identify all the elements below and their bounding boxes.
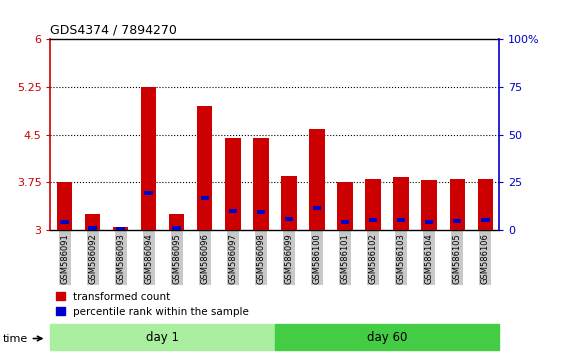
Bar [141, 87, 157, 230]
Bar [275, 324, 499, 350]
Bar [57, 182, 72, 230]
Bar [197, 106, 213, 230]
Bar [256, 210, 265, 214]
Bar [477, 179, 493, 230]
Bar [172, 226, 181, 230]
Bar [284, 217, 293, 221]
Bar [116, 227, 125, 232]
Bar [253, 138, 269, 230]
Bar [393, 177, 409, 230]
Bar [453, 219, 462, 223]
Bar [225, 138, 241, 230]
Bar [421, 181, 437, 230]
Bar [60, 220, 69, 224]
Bar [50, 324, 275, 350]
Bar [228, 209, 237, 213]
Bar [481, 218, 490, 222]
Bar [397, 218, 406, 222]
Bar [369, 218, 378, 222]
Bar [144, 191, 153, 195]
Bar [449, 179, 465, 230]
Legend: transformed count, percentile rank within the sample: transformed count, percentile rank withi… [56, 292, 249, 317]
Bar [425, 219, 434, 224]
Bar [88, 226, 97, 230]
Bar [85, 214, 100, 230]
Text: day 60: day 60 [367, 331, 407, 344]
Text: day 1: day 1 [146, 331, 179, 344]
Bar [169, 214, 185, 230]
Bar [200, 196, 209, 200]
Text: time: time [2, 333, 42, 343]
Bar [337, 182, 353, 230]
Bar [309, 130, 325, 230]
Bar [113, 227, 128, 230]
Text: GDS4374 / 7894270: GDS4374 / 7894270 [50, 23, 177, 36]
Bar [312, 206, 321, 210]
Bar [365, 179, 381, 230]
Bar [281, 176, 297, 230]
Bar [341, 220, 350, 224]
